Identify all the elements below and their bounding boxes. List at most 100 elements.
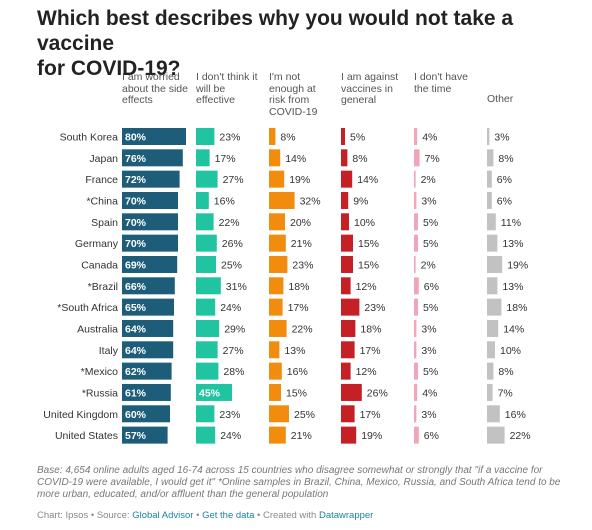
data-label: 76% [125,153,147,165]
data-label: 64% [125,345,147,357]
bar [196,191,209,209]
bar [269,383,281,401]
data-label: 5% [423,238,438,250]
bar [414,128,418,145]
data-label: 70% [125,238,147,250]
bar [487,128,490,145]
bar [122,191,178,209]
category-label: France [85,174,118,186]
data-label: 14% [503,323,524,335]
data-label: 26% [222,238,243,250]
bar [269,128,276,145]
category-label: Spain [91,217,118,229]
data-label: 4% [422,387,437,399]
data-label: 21% [291,238,312,250]
data-label: 23% [292,259,313,271]
data-label: 6% [497,174,512,186]
data-label: 23% [219,132,240,144]
data-label: 16% [287,366,308,378]
bar [487,277,498,295]
category-label: *China [86,195,118,207]
footer-sep-2: • Created with [254,510,319,521]
data-label: 6% [497,195,512,207]
data-label: 61% [125,387,147,399]
bar [487,341,495,359]
category-label: United States [55,430,118,442]
bar [269,405,289,423]
data-label: 19% [361,430,382,442]
data-label: 64% [125,323,147,335]
bar [414,341,417,359]
bar [487,426,505,444]
bar [414,191,417,209]
data-label: 2% [421,259,436,271]
bar [487,149,494,167]
bar [414,298,418,316]
data-label: 13% [284,345,305,357]
data-label: 31% [226,281,247,293]
source-link[interactable]: Global Advisor [132,510,194,521]
category-label: Canada [81,259,118,271]
data-label: 3% [421,409,436,421]
bar [414,383,418,401]
bar [196,255,216,273]
data-label: 18% [288,281,309,293]
column-header-0: I am worried about the side effects [122,71,188,106]
bar [341,319,356,337]
category-label: *Russia [82,387,118,399]
bar [269,234,286,252]
data-label: 6% [424,281,439,293]
data-label: 69% [125,259,147,271]
bar [122,319,174,337]
bar [414,170,416,188]
data-label: 17% [360,345,381,357]
datawrapper-link[interactable]: Datawrapper [318,510,374,521]
data-label: 21% [291,430,312,442]
data-label: 27% [223,174,244,186]
bar [122,277,175,295]
bar [269,362,282,380]
column-header-3: I am against vaccines in general [341,71,399,106]
data-label: 32% [300,195,321,207]
data-label: 72% [125,174,147,186]
bar [341,213,349,231]
bar [341,128,345,145]
data-label: 22% [292,323,313,335]
data-label: 14% [357,174,378,186]
column-header-5: Other [487,93,514,105]
chart-notes: Base: 4,654 online adults aged 16-74 acr… [37,465,561,500]
data-label: 15% [358,238,379,250]
data-label: 3% [421,323,436,335]
bar [341,405,355,423]
data-label: 5% [423,366,438,378]
bar [196,383,232,401]
data-label: 28% [223,366,244,378]
data-label: 14% [285,153,306,165]
bar [196,277,221,295]
data-label: 18% [506,302,527,314]
data-label: 65% [125,302,147,314]
get-data-link[interactable]: Get the data [202,510,255,521]
bar [196,298,216,316]
data-label: 27% [223,345,244,357]
bar [196,362,219,380]
bar [196,170,218,188]
data-label: 4% [422,132,437,144]
bar [122,213,178,231]
bar [487,213,496,231]
data-label: 24% [220,302,241,314]
data-label: 7% [498,387,513,399]
category-label: *Mexico [81,366,119,378]
data-label: 16% [214,195,235,207]
data-label: 15% [358,259,379,271]
data-label: 5% [350,132,365,144]
bar [196,149,210,167]
data-label: 66% [125,281,147,293]
category-label: Italy [99,345,119,357]
bar [341,341,355,359]
bar [341,191,349,209]
bar [269,319,287,337]
data-label: 23% [219,409,240,421]
bar [269,255,288,273]
data-label: 29% [224,323,245,335]
